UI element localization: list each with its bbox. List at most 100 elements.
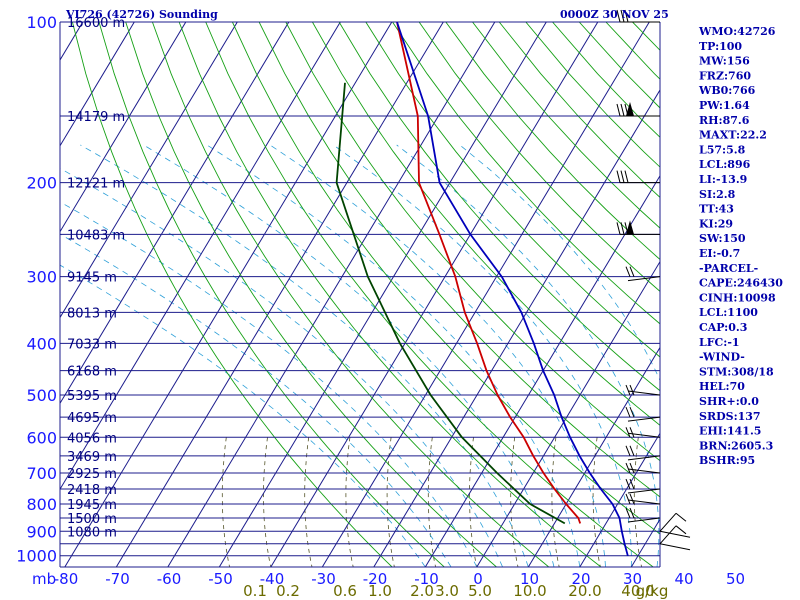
mixing-ratio-label: 0.2	[276, 582, 300, 600]
temperature-tick-label: -50	[208, 570, 233, 588]
height-label: 1080 m	[67, 525, 117, 540]
isotherm-line	[60, 22, 135, 147]
mixing-ratio-label: 0.1	[243, 582, 267, 600]
height-label: 6168 m	[67, 365, 117, 380]
index-value: STM:308/18	[699, 365, 774, 378]
dewpoint-trace	[396, 22, 582, 524]
moist-adiabat-line	[396, 144, 660, 567]
moist-adiabat-line	[459, 144, 660, 382]
mixing-ratio-line	[263, 437, 272, 567]
dry-adiabat-line	[125, 22, 497, 567]
dry-adiabat-line	[258, 22, 660, 498]
index-value: EHI:141.5	[699, 425, 761, 438]
mixing-ratio-label: 10.0	[513, 582, 546, 600]
pressure-tick-label: 100	[26, 13, 57, 32]
mixing-ratio-label: 1.0	[368, 582, 392, 600]
station-title: VI726 (42726) Sounding	[65, 8, 218, 21]
wind-barb	[616, 101, 660, 117]
sounding-traces	[335, 22, 629, 556]
mixing-ratio-label: 2.0	[410, 582, 434, 600]
height-label: 7033 m	[67, 337, 117, 352]
index-value: WB0:766	[698, 84, 756, 97]
temperature-tick-label: 30	[623, 570, 642, 588]
dry-adiabat-line	[285, 22, 660, 462]
height-label: 16600 m	[67, 16, 125, 31]
wind-barb	[616, 220, 660, 235]
temperature-tick-label: -60	[157, 570, 182, 588]
height-label: 4056 m	[67, 431, 117, 446]
moist-adiabat-line	[60, 233, 452, 567]
moist-adiabats	[60, 144, 660, 567]
mixing-ratio-line	[551, 437, 560, 567]
index-value: HEL:70	[699, 380, 745, 393]
isotherm-lines	[60, 22, 660, 567]
wind-barb	[625, 507, 661, 523]
index-value: L57:5.8	[699, 143, 746, 156]
index-value: BRN:2605.3	[699, 439, 773, 452]
index-value: EI:-0.7	[699, 247, 740, 260]
index-value: LFC:-1	[699, 336, 740, 349]
index-value: MW:156	[699, 55, 750, 68]
height-label: 14179 m	[67, 110, 125, 125]
mixing-ratio-lines	[221, 437, 642, 567]
dry-adiabat-line	[98, 22, 445, 567]
wind-barb	[625, 493, 661, 505]
height-label: 10483 m	[67, 228, 125, 243]
isotherm-line	[60, 22, 187, 233]
index-value: PW:1.64	[699, 99, 750, 112]
temperature-trace	[396, 22, 629, 556]
moist-adiabat-line	[60, 264, 426, 567]
dry-adiabat-line	[338, 22, 660, 392]
dry-adiabat-line	[392, 22, 660, 325]
isotherm-line	[60, 22, 290, 405]
wind-barb	[616, 170, 660, 184]
pressure-tick-label: 1000	[16, 547, 57, 566]
dry-adiabat-line	[205, 22, 654, 567]
wind-barb	[625, 427, 661, 438]
mixing-ratio-line	[510, 437, 519, 567]
wind-barb	[625, 462, 661, 474]
isotherm-line	[115, 22, 444, 567]
mixing-ratio-line	[221, 437, 230, 567]
parcel-trace	[335, 82, 566, 525]
mixing-ratio-line	[592, 437, 601, 567]
height-label: 1945 m	[67, 498, 117, 513]
wind-barb	[659, 512, 691, 538]
mixing-ratio-label: 20.0	[568, 582, 601, 600]
isotherm-line	[527, 346, 660, 567]
temperature-tick-label: 0	[473, 570, 483, 588]
height-label: 2418 m	[67, 483, 117, 498]
pressure-tick-label: 200	[26, 174, 57, 193]
isotherm-line	[64, 22, 393, 567]
temperature-tick-label: -10	[414, 570, 439, 588]
wind-barb	[616, 9, 660, 23]
moist-adiabat-line	[206, 144, 581, 567]
index-value: TT:43	[699, 203, 734, 216]
wind-barb	[625, 445, 661, 461]
index-value: SRDS:137	[699, 410, 761, 423]
isobar-lines	[59, 21, 661, 568]
temperature-tick-label: 10	[520, 570, 539, 588]
moist-adiabat-line	[60, 201, 478, 567]
dry-adiabat-line	[231, 22, 660, 535]
moist-adiabat-line	[80, 144, 529, 567]
index-value: CAP:0.3	[699, 321, 747, 334]
dry-adiabat-line	[365, 22, 660, 358]
wind-barb	[659, 525, 691, 551]
mixing-ratio-line	[345, 437, 354, 567]
pressure-tick-label: 800	[26, 495, 57, 514]
index-value: -PARCEL-	[699, 262, 758, 275]
isotherm-line	[579, 432, 660, 567]
isotherm-line	[60, 22, 238, 319]
index-value: TP:100	[699, 40, 742, 53]
wind-barbs	[616, 9, 691, 551]
temperature-tick-label: -80	[54, 570, 79, 588]
temperature-tick-label: -30	[311, 570, 336, 588]
height-label: 5395 m	[67, 389, 117, 404]
moist-adiabat-line	[143, 144, 555, 567]
pressure-tick-label: 400	[26, 334, 57, 353]
index-value: LCL:896	[699, 158, 751, 171]
wind-barb	[625, 406, 661, 422]
